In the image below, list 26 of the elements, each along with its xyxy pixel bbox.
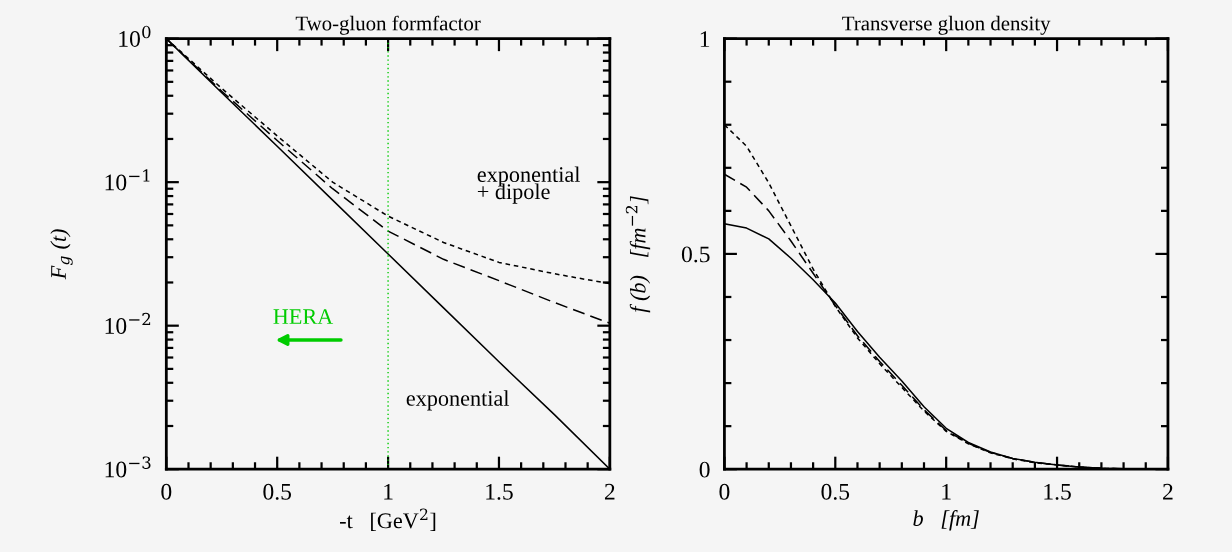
x-axis-title: -t [GeV$^{2}$] xyxy=(340,508,436,532)
annotation: exponential + dipole xyxy=(477,166,581,204)
y-tick-label: 10$^{0}$ xyxy=(119,25,151,47)
y-tick-label: 10$^{−3}$ xyxy=(105,456,151,478)
y-axis-title: F$_{g}$ (t) xyxy=(50,229,73,280)
y-tick-label: 0.5 xyxy=(681,246,710,263)
chart-title: Transverse gluon density xyxy=(842,15,1051,35)
y-tick-label: 0 xyxy=(699,461,710,478)
y-axis-title: f (b) [fm$^{−2}$] xyxy=(625,196,651,313)
x-tick-label: 2 xyxy=(1163,483,1173,500)
y-tick-label: 10$^{−1}$ xyxy=(105,169,150,191)
x-tick-label: 0 xyxy=(719,483,730,500)
y-tick-label: 10$^{−2}$ xyxy=(105,312,151,334)
x-tick-label: 1 xyxy=(942,483,951,500)
y-tick-label: 1 xyxy=(700,31,710,47)
annotation: HERA xyxy=(273,309,334,324)
x-tick-label: 1.5 xyxy=(1044,483,1071,500)
x-tick-label: 2 xyxy=(604,483,615,500)
annotation: exponential xyxy=(406,390,510,411)
x-tick-label: 1 xyxy=(384,483,393,500)
x-tick-label: 0 xyxy=(161,483,172,500)
x-tick-label: 0.5 xyxy=(821,483,850,500)
x-tick-label: 1.5 xyxy=(486,483,513,500)
chart-title: Two-gluon formfactor xyxy=(295,15,481,35)
x-tick-label: 0.5 xyxy=(263,483,292,500)
x-axis-title: b [fm] xyxy=(913,510,979,531)
